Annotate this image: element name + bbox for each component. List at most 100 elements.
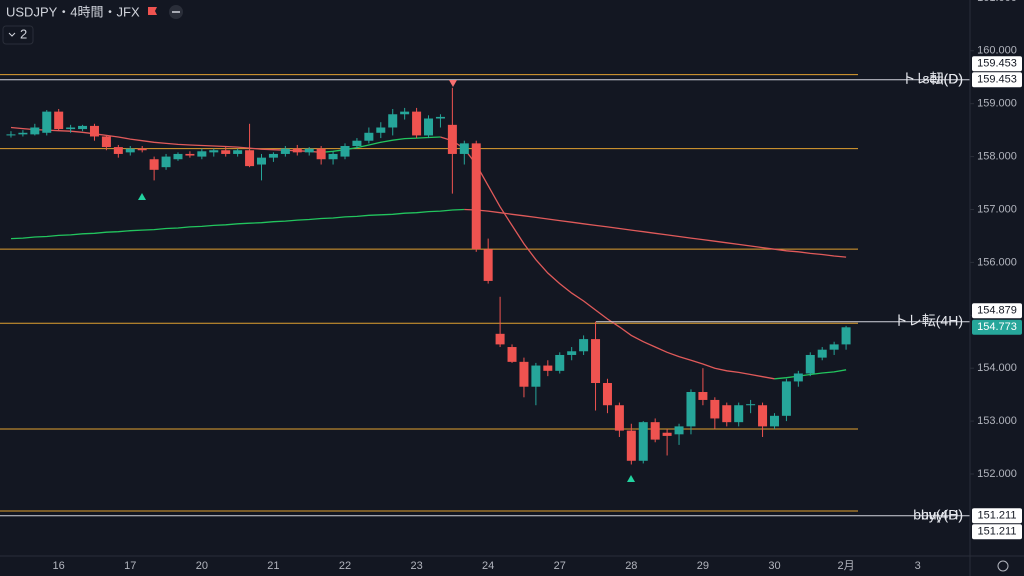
candle-body [78,125,88,130]
y-tick-label: 159.000 [977,98,1017,110]
candle-body [722,405,732,423]
indicator-count: 2 [20,26,27,41]
y-tick-label: 154.000 [977,362,1017,374]
candle-body [388,114,398,128]
candle-body [769,415,779,427]
candle-body [626,430,636,461]
candle-body [483,249,493,281]
candle-body [638,422,648,461]
candle-body [829,344,839,350]
y-tick-label: 157.000 [977,203,1017,215]
price-line-label: トレ転(D) [902,70,963,86]
y-tick-label: 160.000 [977,45,1017,57]
candle-body [30,127,40,135]
x-tick-label: 20 [196,560,208,572]
candle-body [173,153,183,160]
x-tick-label: 17 [124,560,136,572]
candle-body [352,140,362,147]
y-tick-label: 153.000 [977,415,1017,427]
candle-body [447,124,457,154]
price-box [972,508,1022,524]
indicator-toggle[interactable] [2,25,34,45]
candle-body [555,354,565,371]
candle-body [579,339,589,352]
candle-body [328,153,338,160]
candle-body [209,150,219,153]
candle-body [149,159,159,170]
candle-body [280,148,290,154]
candle-body [841,327,851,345]
candle-body [650,422,660,440]
x-tick-label: 21 [267,560,279,572]
candle-body [137,148,147,151]
candle-body [686,392,696,427]
price-line-label: sell(D) [923,70,963,86]
price-line-label: buy(4H) [913,506,963,522]
price-box-label: 151.211 [978,510,1017,522]
x-tick-label: 29 [697,560,709,572]
x-tick-label: 16 [53,560,65,572]
price-box [972,72,1022,88]
x-tick-label: 27 [554,560,566,572]
candle-body [221,150,231,154]
candle-body [805,354,815,374]
price-box-label: 151.211 [978,526,1017,538]
candle-body [495,333,505,345]
signal-up [138,193,146,200]
candle-body [507,347,517,362]
candle-body [543,365,553,371]
candle-body [519,361,529,387]
candle-body [400,111,410,115]
signal-up [627,475,635,482]
signal-down [449,80,457,87]
y-tick-label: 161.000 [977,0,1017,4]
x-tick-label: 28 [625,560,637,572]
x-tick-label: 30 [768,560,780,572]
candle-body [185,153,195,156]
candle-body [54,111,64,130]
candle-body [591,339,601,384]
candle-body [459,143,469,154]
y-tick-label: 158.000 [977,150,1017,162]
candle-body [435,116,445,119]
candle-body [364,132,374,141]
candle-body [6,134,16,136]
candle-body [662,432,672,436]
candle-body [412,111,422,136]
price-box-label: 159.453 [977,74,1017,86]
plot [0,74,970,517]
candle-body [316,148,326,160]
candle-body [602,383,612,406]
candle-body [197,151,207,157]
candle-body [758,405,768,427]
price-box-label: 154.879 [977,305,1017,317]
candle-body [781,381,791,416]
settings-button[interactable] [997,560,1009,572]
candle-body [268,153,278,158]
candle-body [233,150,243,154]
candle-body [471,143,481,250]
candle-body [101,136,111,148]
candle-body [614,405,624,431]
candle-body [531,365,541,387]
candle-body [292,148,302,153]
candle-body [567,351,577,355]
candle-body [42,111,52,133]
y-tick-label: 156.000 [977,256,1017,268]
symbol-title: USDJPY・4時間・JFX [6,4,140,19]
price-axis: 152.000153.000154.000155.000156.000157.0… [970,0,1022,540]
candle-body [66,127,76,130]
last-price-label: 154.773 [977,321,1017,333]
price-line-label: buy(D) [921,506,963,522]
candle-body [424,118,434,136]
candle-body [376,127,386,133]
flag-icon[interactable] [148,7,157,15]
candle-body [113,147,123,154]
candle-body [304,148,314,153]
candle-body [698,392,708,400]
candle-body [125,148,135,153]
candle-body [245,150,255,167]
